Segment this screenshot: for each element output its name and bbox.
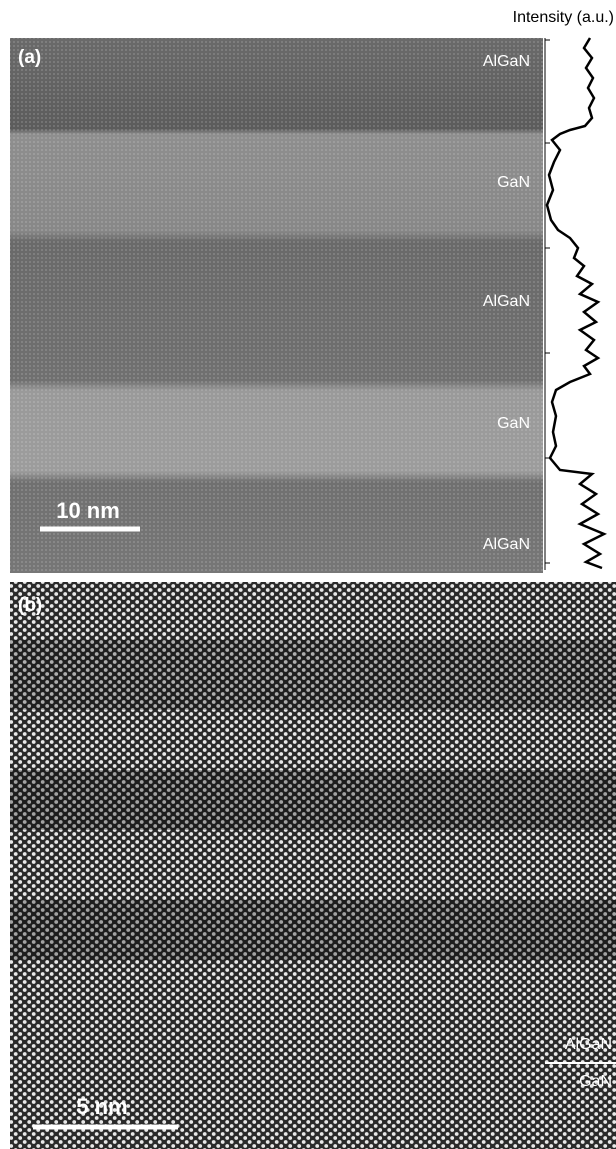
layer-label: GaN	[497, 415, 530, 432]
scale-bar-label: 10 nm	[56, 498, 120, 523]
panel-a: (a) Intensity (a.u.) AlGaN GaN AlGaN GaN…	[10, 9, 614, 573]
atomic-lattice	[10, 582, 616, 1149]
layer-label: AlGaN	[483, 293, 530, 310]
panel-b: (b) AlGaN GaN 5 nm	[10, 582, 616, 1149]
profile-axis	[544, 38, 550, 570]
panel-label: (b)	[18, 595, 42, 616]
axis-label: Intensity (a.u.)	[513, 9, 614, 26]
panel-label: (a)	[18, 47, 41, 68]
dark-band	[10, 770, 616, 830]
layer-label: GaN	[497, 174, 530, 191]
intensity-profile	[545, 37, 608, 570]
scale-bar-label: 5 nm	[76, 1094, 127, 1119]
layer-label: AlGaN	[483, 536, 530, 553]
dark-band	[10, 900, 616, 960]
layer-label: AlGaN	[483, 53, 530, 70]
interface-label: GaN	[579, 1073, 612, 1090]
interface-label: AlGaN	[565, 1036, 612, 1053]
dark-band	[10, 640, 616, 710]
lattice-texture	[10, 38, 543, 573]
